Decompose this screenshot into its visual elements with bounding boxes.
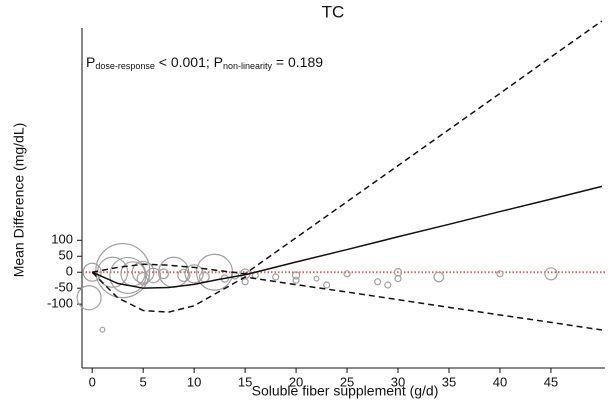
- y-tick-label: -50: [54, 280, 73, 295]
- study-point: [131, 260, 155, 284]
- chart-title: TC: [322, 2, 345, 21]
- study-point: [96, 256, 129, 288]
- x-tick-label: 15: [238, 374, 252, 389]
- x-tick-label: 35: [442, 374, 456, 389]
- fit-line: [91, 185, 603, 289]
- annotation-subscript: dose-response: [95, 61, 155, 71]
- study-point: [384, 281, 392, 289]
- study-point: [184, 264, 204, 284]
- study-point: [292, 276, 300, 284]
- x-tick-label: 10: [187, 374, 201, 389]
- y-tick-label: 50: [59, 248, 73, 263]
- study-point: [374, 278, 382, 286]
- annotation: Pdose-response < 0.001; Pnon-linearity =…: [86, 54, 323, 72]
- x-axis-title: Soluble fiber supplement (g/d): [252, 383, 439, 399]
- x-tick-label: 0: [89, 374, 96, 389]
- annotation-text: = 0.189: [272, 54, 323, 70]
- y-axis-title: Mean Difference (mg/dL): [11, 123, 27, 278]
- study-point: [145, 267, 162, 284]
- study-point: [241, 278, 249, 286]
- y-tick-label: -100: [47, 296, 73, 311]
- study-point: [291, 271, 301, 280]
- study-point: [198, 271, 210, 283]
- study-point: [76, 285, 102, 311]
- study-point: [313, 275, 320, 282]
- x-tick-label: 45: [544, 374, 558, 389]
- study-point: [95, 243, 151, 299]
- x-tick-label: 20: [289, 374, 303, 389]
- y-tick-label: 0: [66, 264, 73, 279]
- study-point: [496, 270, 504, 278]
- annotation-subscript: non-linearity: [223, 61, 273, 71]
- x-tick-label: 30: [391, 374, 405, 389]
- ci-line: [91, 271, 603, 331]
- study-point: [343, 270, 351, 278]
- study-point: [136, 272, 150, 286]
- study-point: [99, 326, 106, 333]
- study-point: [323, 281, 331, 289]
- ci-line: [92, 20, 603, 275]
- study-point: [544, 267, 558, 281]
- study-point: [82, 262, 102, 282]
- x-tick-label: 25: [340, 374, 354, 389]
- x-tick-label: 5: [140, 374, 147, 389]
- study-point: [272, 273, 280, 281]
- study-point: [177, 268, 191, 283]
- annotation-text: P: [86, 54, 95, 70]
- x-tick-label: 40: [493, 374, 507, 389]
- annotation-text: < 0.001; P: [155, 54, 223, 70]
- y-tick-label: 100: [51, 232, 73, 247]
- study-point: [433, 271, 445, 283]
- study-point: [394, 275, 402, 283]
